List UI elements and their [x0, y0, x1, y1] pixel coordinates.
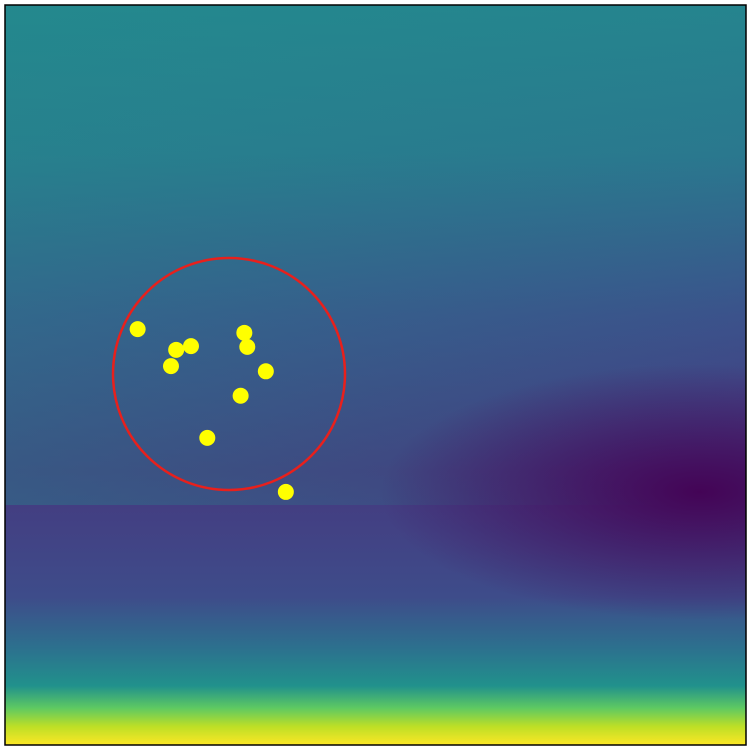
points: [129, 321, 294, 500]
point: [162, 358, 179, 375]
point: [199, 429, 216, 446]
point: [129, 321, 146, 338]
point: [239, 338, 256, 355]
point: [236, 324, 253, 341]
point: [257, 363, 274, 380]
plot-frame: [4, 4, 747, 746]
point: [182, 338, 199, 355]
point: [168, 341, 185, 358]
highlight-circle: [111, 256, 347, 492]
point: [232, 387, 249, 404]
point: [277, 483, 294, 500]
heatmap-low: [5, 5, 746, 685]
